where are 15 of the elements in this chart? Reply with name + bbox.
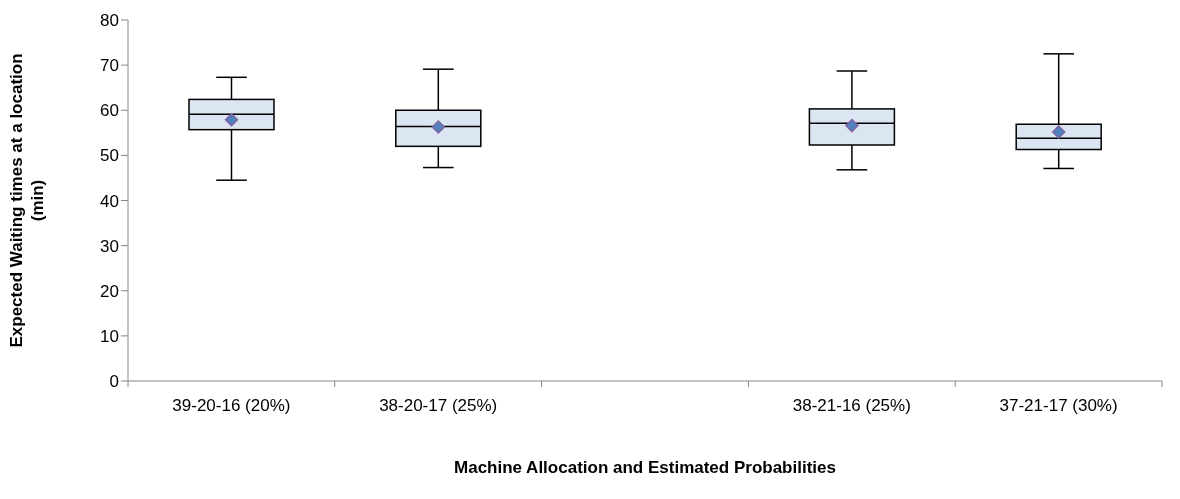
y-tick-label: 30 xyxy=(100,236,119,256)
y-tick-label: 80 xyxy=(100,11,119,31)
x-tick-label: 39-20-16 (20%) xyxy=(172,396,291,415)
y-tick-label: 60 xyxy=(100,101,119,121)
x-tick-label: 38-20-17 (25%) xyxy=(379,396,498,415)
y-tick-label: 40 xyxy=(100,191,119,211)
y-axis-title: Expected Waiting times at a location (min) xyxy=(7,53,47,348)
y-tick-label: 50 xyxy=(100,146,119,166)
x-tick-label: 37-21-17 (30%) xyxy=(999,396,1118,415)
y-tick-label: 10 xyxy=(100,326,119,346)
y-tick-label: 0 xyxy=(109,372,119,392)
y-tick-label: 70 xyxy=(100,56,119,76)
x-tick-label: 38-21-16 (25%) xyxy=(792,396,911,415)
y-tick-label: 20 xyxy=(100,281,119,301)
x-axis-title: Machine Allocation and Estimated Probabilities xyxy=(454,458,836,477)
